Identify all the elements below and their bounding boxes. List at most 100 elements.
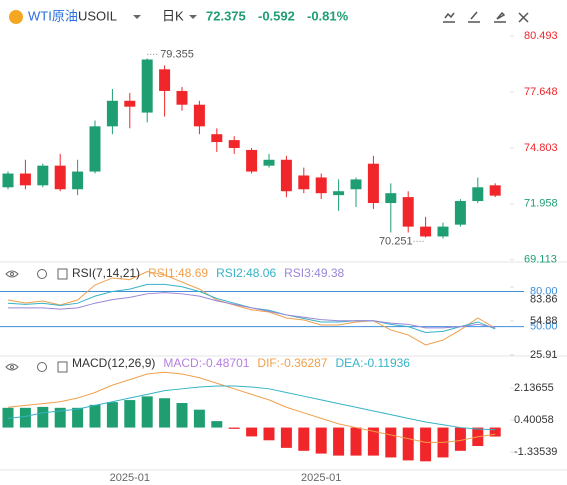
histogram-bar (350, 427, 362, 456)
eye-icon[interactable] (5, 270, 19, 278)
x-tick-label: 2025-01 (110, 472, 150, 484)
annotation: 70.251 (379, 235, 413, 247)
histogram-bar (141, 396, 153, 428)
tool-icon[interactable] (468, 11, 480, 23)
indicator-line (7, 270, 496, 346)
histogram-bar (89, 404, 101, 428)
histogram-bar (402, 427, 414, 461)
histogram-bar (211, 421, 223, 428)
reference-label: 50.00 (530, 321, 558, 333)
candle-body (228, 140, 240, 148)
symbol-icon (9, 10, 23, 24)
histogram-bar (420, 427, 432, 462)
period[interactable]: 日K (162, 8, 184, 23)
index-icon[interactable] (57, 268, 68, 280)
candle-body (472, 187, 484, 202)
candle-body (193, 104, 205, 127)
legend-entry: RSI1:48.69 (148, 266, 208, 280)
histogram-bar (315, 427, 327, 454)
histogram-bar (72, 407, 84, 428)
legend-entry: RSI2:48.06 (216, 266, 276, 280)
candle-body (106, 100, 118, 127)
histogram-bar (385, 427, 397, 458)
x-tick-label: 2025-01 (301, 472, 341, 484)
histogram-bar (19, 407, 31, 428)
tool-icon[interactable] (443, 12, 455, 23)
histogram-bar (263, 427, 275, 441)
candle-body (54, 165, 66, 190)
y-tick-label: 0.40058 (514, 414, 554, 426)
legend-entry: DEA:-0.11936 (335, 356, 410, 370)
candle-body (280, 159, 292, 192)
candle-body (2, 173, 14, 188)
histogram-bar (246, 427, 258, 437)
indicator-line (8, 292, 496, 329)
candle-body (141, 59, 153, 113)
candle-body (72, 171, 84, 190)
legend-entry: DIF:-0.36287 (257, 356, 327, 370)
histogram-bar (489, 427, 501, 437)
reference-label: 80.00 (530, 285, 558, 297)
histogram-bar (159, 398, 171, 428)
y-tick-label: 83.86 (530, 293, 558, 305)
y-tick-label: 69.113 (524, 254, 557, 266)
candle-body (19, 173, 31, 186)
histogram-bar (2, 407, 14, 428)
histogram-bar (298, 427, 310, 451)
symbol-name[interactable]: WTI原油 (28, 8, 78, 23)
candle-body (420, 226, 432, 237)
macd-icons (5, 361, 68, 373)
candle-body (89, 126, 101, 172)
histogram-bar (228, 427, 240, 429)
histogram-bar (333, 427, 345, 456)
y-tick-label: 77.648 (524, 86, 558, 98)
histogram-bar (176, 403, 188, 428)
candle-body (350, 179, 362, 190)
y-tick-label: 25.91 (530, 349, 558, 361)
histogram-bar (106, 402, 118, 428)
histogram-bar (367, 427, 379, 456)
candle-body (489, 185, 501, 196)
change-percent: -0.81% (307, 8, 349, 23)
tool-icon[interactable] (494, 11, 506, 23)
gear-icon[interactable] (37, 269, 47, 279)
candle-body (176, 90, 188, 105)
candle-body (37, 165, 49, 186)
gear-icon[interactable] (37, 362, 47, 372)
histogram-bar (54, 407, 66, 428)
price: 72.375 (206, 8, 246, 23)
index-icon[interactable] (57, 361, 68, 373)
rsi-icons (5, 268, 68, 280)
y-tick-label: 80.493 (524, 30, 558, 42)
candle-body (315, 177, 327, 194)
candle-body (402, 197, 414, 227)
eye-icon[interactable] (5, 363, 19, 371)
candle-body (333, 191, 345, 196)
candle-body (263, 159, 275, 166)
histogram-bar (454, 427, 466, 451)
y-tick-label: 74.803 (524, 142, 558, 154)
indicator-title: RSI(7,14,21) (72, 266, 140, 280)
candle-body (367, 163, 379, 204)
candle-body (211, 134, 223, 143)
y-tick-label: 71.958 (524, 198, 558, 210)
dropdown-arrow[interactable] (133, 15, 141, 19)
tool-icon[interactable] (518, 12, 529, 23)
indicator-line (7, 371, 496, 443)
candle-body (124, 100, 136, 107)
candle-body (298, 175, 310, 190)
y-tick-label: -1.33539 (514, 446, 557, 458)
candle-body (385, 193, 397, 204)
y-tick-label: 54.88 (530, 315, 558, 327)
dropdown-arrow[interactable] (189, 15, 197, 19)
change: -0.592 (258, 8, 295, 23)
indicator-title: MACD(12,26,9) (72, 356, 155, 370)
candle-body (454, 201, 466, 225)
symbol-code[interactable]: USOIL (78, 8, 117, 23)
indicator-line (7, 385, 496, 431)
legend-entry: RSI3:49.38 (284, 266, 344, 280)
histogram-bar (37, 406, 49, 428)
legend-entry: MACD:-0.48701 (163, 356, 249, 370)
